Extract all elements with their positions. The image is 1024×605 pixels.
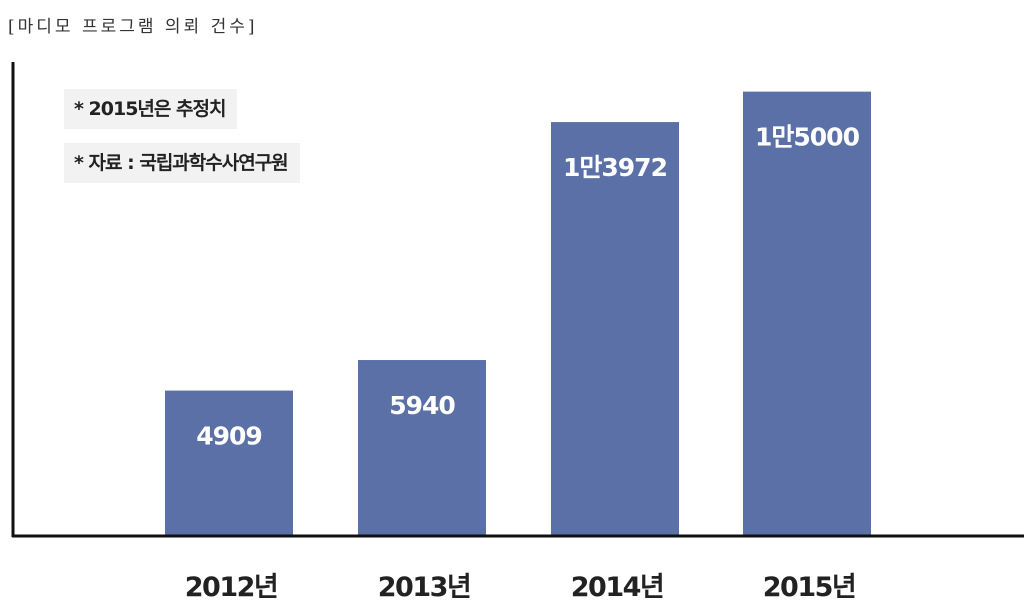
x-tick-label-2012년: 2012년 <box>185 572 278 603</box>
data-label-2012년: 4909 <box>196 422 262 451</box>
bar-2013년 <box>358 360 486 536</box>
x-tick-label-2013년: 2013년 <box>378 572 471 603</box>
data-label-2014년: 1만3972 <box>563 153 667 182</box>
data-label-2013년: 5940 <box>389 391 455 420</box>
bar-2015년 <box>743 91 871 536</box>
x-tick-label-2014년: 2014년 <box>571 572 664 603</box>
x-tick-label-2015년: 2015년 <box>763 572 856 603</box>
bar-2012년 <box>165 390 293 536</box>
data-label-2015년: 1만5000 <box>755 123 860 152</box>
chart-title: [마디모 프로그램 의뢰 건수] <box>8 17 258 37</box>
note-source: * 자료 : 국립과학수사연구원 <box>64 143 300 183</box>
labels-layer: 4909 2012년 5940 2013년 1만3972 2014년 1만5000 2015년 <box>185 123 861 603</box>
bar-2014년 <box>551 122 679 536</box>
note-estimate: * 2015년은 추정치 <box>64 89 238 129</box>
bars-layer <box>165 91 871 536</box>
